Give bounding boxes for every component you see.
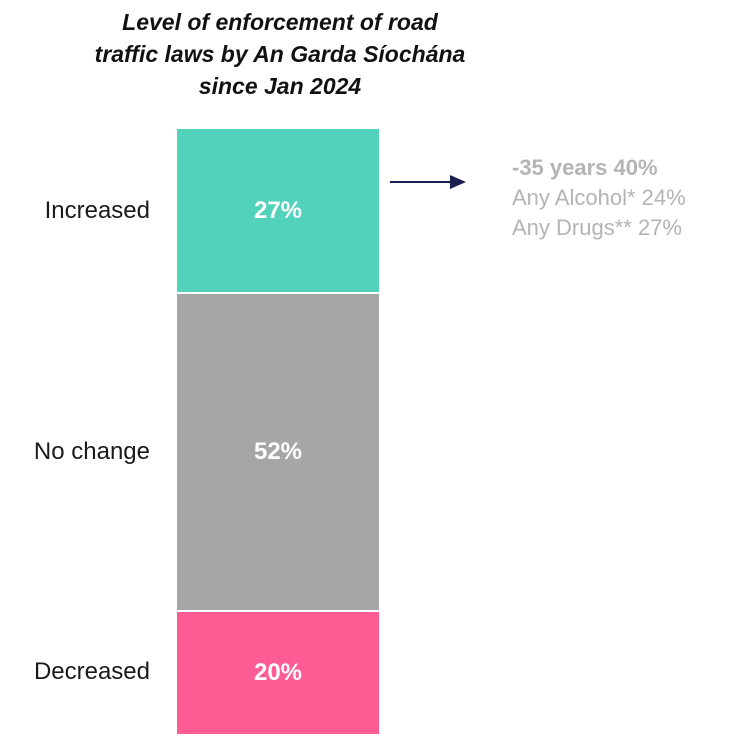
chart-title: Level of enforcement of road traffic law… bbox=[30, 6, 530, 102]
category-label: No change bbox=[33, 437, 150, 465]
data-label: 27% bbox=[253, 196, 303, 224]
arrow-icon bbox=[390, 175, 466, 189]
bar-segment-decreased: 20% bbox=[177, 611, 379, 734]
category-label: Decreased bbox=[33, 657, 150, 685]
data-label: 52% bbox=[253, 437, 303, 465]
annotation-line-2: Any Alcohol* 24% bbox=[512, 185, 686, 210]
chart-title-line-1: Level of enforcement of road bbox=[122, 9, 438, 35]
bar-segment-no-change: 52% bbox=[177, 294, 379, 610]
bar-segment-increased: 27% bbox=[177, 129, 379, 292]
data-label: 20% bbox=[253, 658, 303, 686]
stacked-bar: 27% 52% 20% bbox=[177, 129, 379, 734]
annotation-line-1: -35 years 40% bbox=[512, 155, 658, 180]
chart-title-line-2: traffic laws by An Garda Síochána bbox=[94, 41, 466, 67]
chart-title-line-3: since Jan 2024 bbox=[198, 73, 362, 99]
category-label: Increased bbox=[44, 196, 150, 224]
annotation-line-3: Any Drugs** 27% bbox=[512, 215, 682, 240]
annotation-text: -35 years 40% Any Alcohol* 24% Any Drugs… bbox=[512, 153, 686, 243]
